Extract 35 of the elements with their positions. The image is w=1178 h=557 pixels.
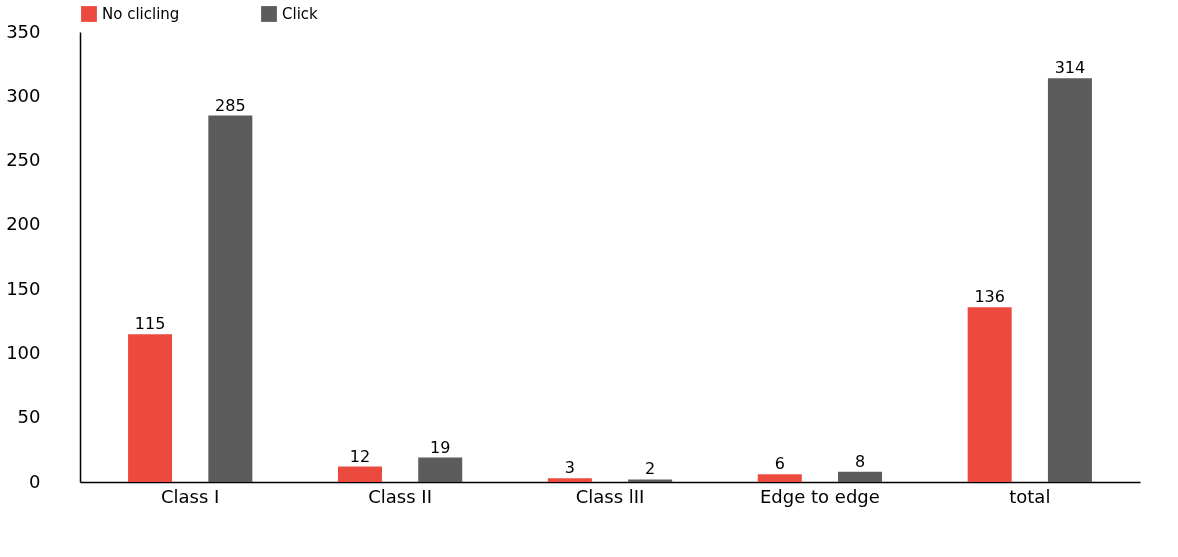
data-label: 6 [774,454,785,474]
bar [628,479,673,482]
x-tick-label: Class II [368,485,432,507]
bar [128,334,173,482]
x-tick-label: Edge to edge [759,485,880,507]
data-label: 2 [645,459,656,479]
data-label: 3 [564,458,575,478]
data-label: 136 [974,287,1005,307]
y-tick-label: 50 [17,406,41,428]
x-tick-label: Class I [161,485,220,507]
data-label: 8 [854,451,866,471]
data-label: 115 [134,314,166,334]
data-label: 19 [430,437,451,457]
y-tick-label: 150 [6,277,41,299]
bar [208,115,253,482]
bar [337,466,382,482]
y-tick-label: 100 [6,341,41,363]
x-tick-label: total [1009,485,1051,507]
legend-label: No clicling [102,5,180,23]
x-tick-label: Class lII [575,485,645,507]
data-label: 285 [215,95,246,115]
y-tick-label: 350 [6,20,41,42]
data-label: 314 [1054,58,1086,78]
data-label: 12 [349,446,371,466]
bar [967,307,1012,482]
bar [757,474,802,482]
bar [1047,78,1092,482]
y-tick-label: 250 [6,149,41,171]
bar [418,457,463,482]
y-tick-label: 200 [6,213,41,235]
bar [838,471,883,482]
y-tick-label: 0 [29,470,41,492]
legend-label: Click [282,5,319,23]
y-tick-label: 300 [6,84,41,106]
bar [547,478,592,482]
